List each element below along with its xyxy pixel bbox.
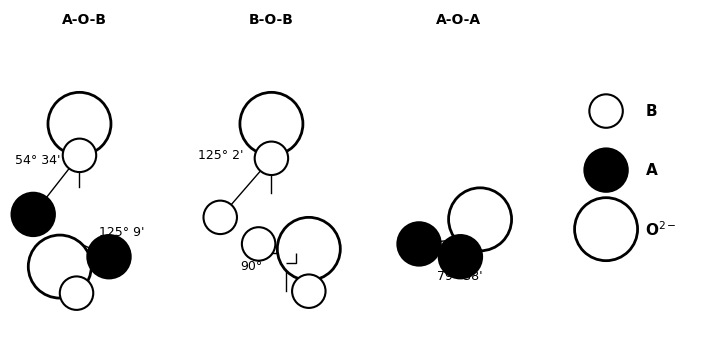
Circle shape xyxy=(87,235,130,278)
Circle shape xyxy=(242,227,275,261)
Circle shape xyxy=(12,193,55,236)
Circle shape xyxy=(204,201,237,234)
Circle shape xyxy=(60,276,94,310)
Circle shape xyxy=(292,274,325,308)
Circle shape xyxy=(575,198,638,261)
Text: A-O-B: A-O-B xyxy=(62,13,107,28)
Text: 79° 38': 79° 38' xyxy=(437,270,482,283)
Text: A: A xyxy=(645,162,657,178)
Text: 90°: 90° xyxy=(240,260,262,273)
Text: B: B xyxy=(645,104,657,119)
Circle shape xyxy=(240,92,303,155)
Circle shape xyxy=(449,188,512,251)
Circle shape xyxy=(585,148,628,192)
Text: 125° 2': 125° 2' xyxy=(197,149,243,162)
Circle shape xyxy=(397,222,441,266)
Text: O$^{2-}$: O$^{2-}$ xyxy=(645,220,678,239)
Circle shape xyxy=(255,142,288,175)
Circle shape xyxy=(277,217,341,280)
Text: A-O-A: A-O-A xyxy=(436,13,481,28)
Circle shape xyxy=(28,235,91,298)
Text: 54° 34': 54° 34' xyxy=(16,154,61,167)
Circle shape xyxy=(63,139,96,172)
Circle shape xyxy=(438,235,482,278)
Circle shape xyxy=(590,94,623,128)
Circle shape xyxy=(48,92,111,155)
Text: B-O-B: B-O-B xyxy=(249,13,294,28)
Text: 125° 9': 125° 9' xyxy=(99,225,145,239)
